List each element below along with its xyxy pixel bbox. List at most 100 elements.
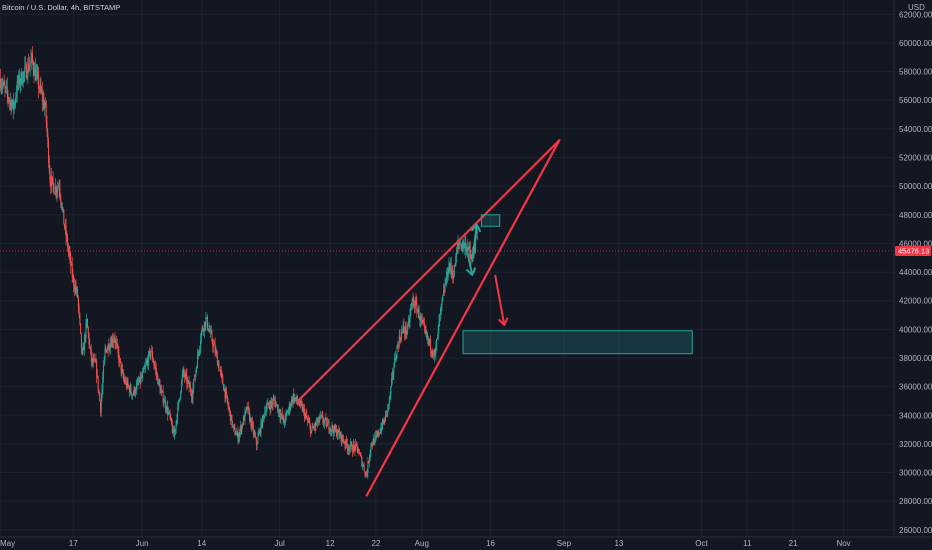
candle-body	[62, 207, 64, 210]
candle-body	[27, 63, 29, 77]
candle-body	[18, 74, 20, 83]
candle-body	[106, 349, 108, 353]
candle-body	[24, 66, 26, 73]
candle-body	[452, 272, 454, 279]
candle-body	[125, 381, 127, 387]
candle-body	[426, 333, 428, 335]
candle-body	[303, 409, 305, 418]
candle-body	[213, 344, 215, 347]
candle-body	[469, 246, 471, 250]
candle-body	[154, 365, 156, 367]
candle-body	[210, 330, 212, 333]
candle-body	[59, 188, 61, 196]
candle-body	[163, 402, 165, 404]
arrow-shaft	[494, 274, 506, 326]
candle-body	[82, 347, 84, 354]
candle-body	[18, 74, 20, 85]
candle-body	[10, 100, 12, 110]
candle-body	[287, 412, 289, 414]
x-tick-label: 17	[69, 539, 78, 548]
candle-body	[350, 443, 352, 445]
candle-body	[117, 345, 119, 353]
candle-body	[90, 350, 92, 362]
candle-body	[388, 397, 390, 405]
candle-body	[129, 387, 131, 393]
candle-body	[457, 242, 459, 246]
time-axis-panel[interactable]	[0, 537, 932, 550]
candle-body	[198, 351, 200, 354]
candle-body	[103, 357, 105, 366]
drawings[interactable]	[296, 139, 693, 497]
candle-body	[44, 106, 46, 109]
candle-body	[430, 339, 432, 351]
candle-body	[15, 95, 17, 98]
candle-body	[372, 444, 373, 446]
candle-body	[326, 422, 328, 427]
grid	[0, 0, 894, 537]
candle-body	[455, 255, 457, 267]
candle-body	[295, 396, 297, 399]
candles[interactable]	[0, 46, 478, 480]
candle-body	[366, 473, 368, 477]
candle-body	[207, 328, 209, 331]
candle-body	[346, 439, 348, 445]
candle-body	[401, 331, 403, 340]
x-tick-label: 12	[326, 539, 335, 548]
candle-body	[459, 243, 461, 245]
candle-body	[470, 255, 472, 260]
candle-body	[453, 265, 455, 277]
candle-body	[246, 406, 248, 410]
candle-body	[113, 338, 115, 341]
candle-body	[84, 336, 86, 339]
candle-body	[252, 425, 254, 434]
candle-body	[355, 443, 357, 445]
candle-body	[122, 372, 124, 379]
candle-body	[293, 394, 295, 402]
candle-body	[328, 422, 330, 431]
candle-body	[394, 357, 396, 360]
candle-body	[34, 67, 36, 76]
candle-body	[257, 436, 259, 444]
candle-body	[338, 429, 340, 433]
price-axis-panel[interactable]	[894, 0, 932, 550]
candle-body	[164, 400, 166, 403]
x-tick-label: Jun	[136, 539, 149, 548]
candle-body	[9, 100, 11, 102]
candle-body	[184, 373, 186, 377]
y-tick-label: 26000.00	[899, 526, 932, 535]
candle-body	[83, 347, 85, 351]
candle-body	[14, 102, 16, 104]
candle-body	[469, 249, 471, 256]
candle-body	[323, 420, 325, 424]
candle-body	[177, 406, 179, 420]
candle-body	[226, 391, 228, 396]
candle-body	[101, 388, 103, 399]
candle-body	[356, 444, 358, 447]
currency-label: USD	[908, 3, 925, 12]
candle-body	[70, 255, 72, 266]
candle-body	[316, 422, 318, 426]
candle-body	[137, 382, 139, 384]
candle-body	[436, 338, 438, 347]
candle-body	[476, 232, 478, 235]
candle-body	[381, 428, 383, 430]
candle-body	[180, 392, 182, 398]
candle-body	[235, 434, 237, 436]
candle-body	[274, 400, 276, 407]
candle-body	[83, 336, 85, 351]
y-tick-label: 60000.00	[899, 39, 932, 48]
candle-body	[311, 426, 313, 431]
candle-body	[31, 53, 33, 60]
candle-body	[329, 429, 331, 432]
candle-body	[465, 247, 467, 252]
candle-body	[378, 433, 380, 435]
candle-body	[213, 344, 215, 345]
candle-body	[231, 415, 233, 426]
candle-body	[118, 352, 120, 362]
candle-body	[223, 384, 224, 391]
candle-body	[90, 346, 92, 351]
candle-body	[466, 247, 468, 251]
candle-body	[404, 330, 406, 334]
